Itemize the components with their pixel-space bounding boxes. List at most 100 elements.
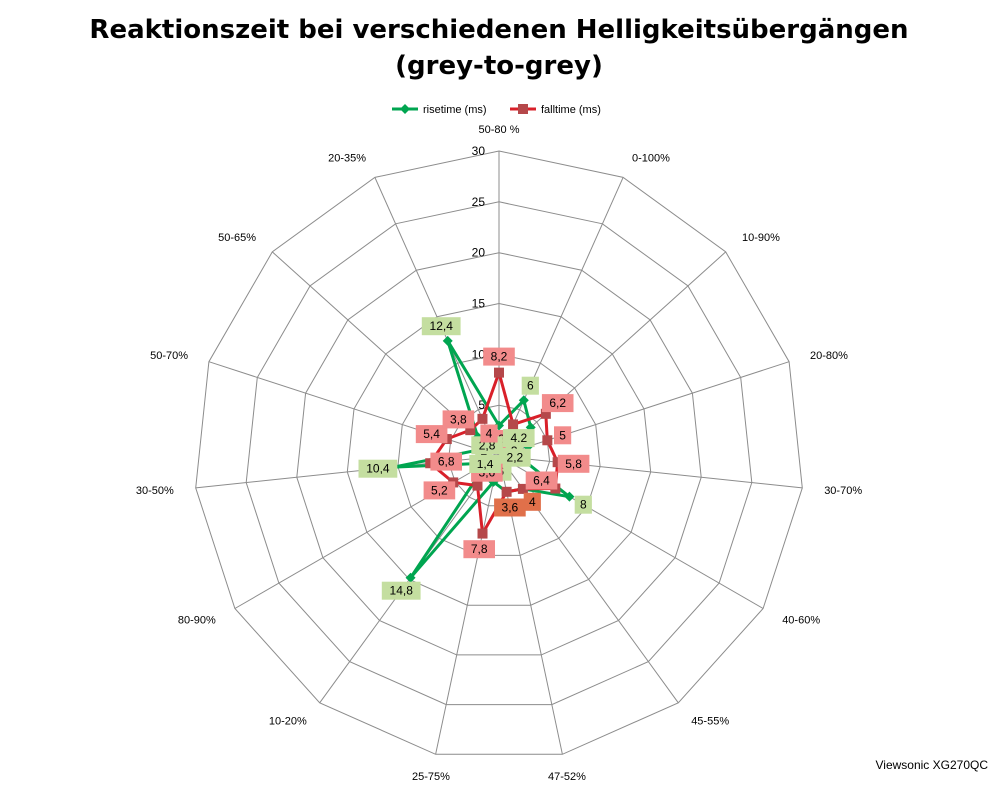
grid-spoke	[435, 455, 500, 755]
axis-tick-label: 20	[472, 246, 486, 260]
grid-spoke	[498, 177, 624, 457]
chart-title: Reaktionszeit bei verschiedenen Helligke…	[0, 12, 998, 84]
falltime-point	[540, 408, 551, 419]
falltime-data-label-box	[525, 471, 558, 490]
legend-marker	[400, 104, 410, 114]
grid-ring	[397, 353, 601, 556]
falltime-data-label-box	[480, 424, 498, 443]
falltime-data-label-box	[442, 410, 475, 429]
radar-grid	[195, 150, 803, 755]
category-label: 20-80%	[810, 350, 848, 362]
falltime-data-label: 3,6	[502, 501, 519, 515]
data-labels: 38,263,44,26,2352,25,886,443,62,67,814,8…	[358, 317, 592, 600]
legend: risetime (ms) falltime (ms)	[392, 104, 601, 116]
risetime-data-label-box	[358, 459, 398, 478]
risetime-data-label: 8	[580, 498, 587, 512]
risetime-data-label: 6	[527, 379, 534, 393]
axis-tick-label: 10	[472, 347, 486, 361]
category-label: 47-52%	[548, 771, 586, 783]
chart-title-line-2: (grey-to-grey)	[395, 51, 603, 81]
falltime-point	[477, 413, 488, 424]
falltime-data-label-box	[494, 498, 526, 517]
falltime-data-label-box	[463, 540, 495, 559]
falltime-point	[425, 458, 436, 469]
grid-ring	[296, 252, 702, 656]
legend-marker	[518, 104, 528, 114]
falltime-data-label-box	[483, 347, 515, 366]
risetime-data-label-box	[381, 581, 421, 600]
risetime-data-label-box	[574, 495, 592, 514]
falltime-data-label: 4	[486, 427, 493, 441]
falltime-data-label: 6,2	[549, 396, 566, 410]
risetime-data-label-box	[521, 376, 539, 395]
falltime-point	[494, 367, 504, 378]
category-label: 80-90%	[178, 615, 216, 627]
risetime-point	[564, 491, 575, 502]
axis-tick-label: 5	[478, 398, 485, 412]
falltime-data-label: 7,8	[471, 542, 488, 556]
falltime-point	[508, 419, 519, 430]
grid-spoke	[374, 177, 500, 457]
risetime-data-label: 12,4	[430, 319, 454, 333]
monitor-model-label: Viewsonic XG270QC	[875, 758, 989, 772]
falltime-data-label: 6,8	[438, 455, 455, 469]
category-label: 30-50%	[136, 485, 174, 497]
falltime-data-label-box	[415, 425, 448, 444]
category-label: 25-75%	[412, 771, 450, 783]
risetime-data-label: 1,4	[477, 457, 494, 471]
risetime-point	[405, 572, 416, 583]
axis-tick-label: 30	[472, 144, 486, 158]
category-label: 50-65%	[218, 232, 256, 244]
category-label: 50-80 %	[479, 124, 520, 136]
category-label: 0-100%	[632, 152, 670, 164]
falltime-point	[472, 480, 483, 491]
falltime-data-label-box	[541, 394, 574, 413]
category-label: 30-70%	[824, 485, 862, 497]
falltime-data-label-box	[430, 452, 462, 471]
grid-ring	[195, 150, 803, 755]
falltime-point	[542, 435, 553, 446]
falltime-data-label-box	[523, 492, 541, 511]
axis-tick-label: 15	[472, 297, 486, 311]
grid-ring	[245, 201, 753, 706]
category-label: 45-55%	[691, 716, 729, 728]
falltime-data-label: 5	[559, 428, 566, 442]
risetime-point	[442, 335, 453, 346]
falltime-point	[477, 528, 488, 539]
falltime-data-label: 5,8	[565, 457, 582, 471]
category-label: 20-35%	[328, 152, 366, 164]
falltime-point	[465, 425, 476, 436]
risetime-point	[518, 395, 529, 406]
legend-label: falltime (ms)	[541, 104, 601, 116]
falltime-data-label-box	[557, 454, 590, 473]
falltime-data-label: 6,4	[533, 474, 550, 488]
grid-ring	[346, 302, 652, 606]
falltime-data-label: 8,2	[491, 350, 508, 364]
axis-tick-label: 25	[472, 195, 486, 209]
grid-spoke	[234, 455, 500, 609]
category-label: 50-70%	[150, 350, 188, 362]
falltime-point	[501, 486, 512, 497]
risetime-data-label-box	[499, 448, 531, 467]
risetime-data-label: 4,2	[510, 431, 527, 445]
grid-spoke	[208, 361, 500, 457]
grid-spoke	[498, 251, 727, 457]
falltime-data-label: 3,8	[450, 412, 467, 426]
risetime-data-label: 2,2	[507, 451, 524, 465]
legend-label: risetime (ms)	[423, 104, 487, 116]
category-labels: 50-80 % 0-100% 10-90% 20-80% 30-70% 40-60% 45-…	[136, 124, 862, 783]
falltime-data-label-box	[554, 426, 572, 445]
category-label: 10-90%	[742, 232, 780, 244]
risetime-data-label-box	[421, 317, 461, 336]
risetime-data-label: 10,4	[366, 462, 390, 476]
grid-spoke	[498, 455, 803, 489]
category-label: 10-20%	[269, 716, 307, 728]
falltime-data-label: 5,2	[431, 483, 448, 497]
category-label: 40-60%	[782, 615, 820, 627]
falltime-point	[517, 483, 528, 494]
chart-title-line-1: Reaktionszeit bei verschiedenen Helligke…	[89, 15, 909, 45]
falltime-data-label: 5,4	[423, 427, 440, 441]
falltime-data-label: 4	[529, 495, 536, 509]
risetime-data-label: 14,8	[390, 584, 414, 598]
